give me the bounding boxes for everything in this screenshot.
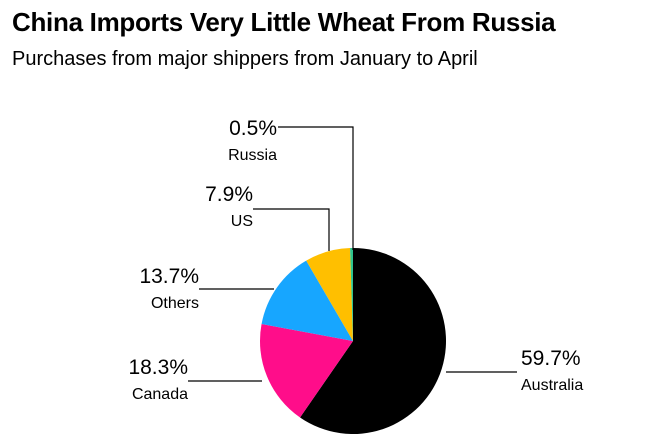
label-us-value: 7.9%: [205, 183, 253, 206]
pie-slice-us: [306, 248, 353, 341]
pie-slices: [259, 248, 447, 434]
leader-lines: [188, 126, 517, 382]
label-australia-value: 59.7%: [521, 347, 581, 370]
label-canada-value: 18.3%: [128, 356, 188, 379]
pie-slice-russia: [350, 248, 353, 341]
label-russia-value: 0.5%: [229, 117, 277, 140]
label-australia-name: Australia: [521, 377, 583, 394]
label-canada-name: Canada: [132, 386, 188, 403]
label-us-name: US: [231, 213, 253, 230]
pie-slice-others: [261, 260, 353, 341]
chart-title: China Imports Very Little Wheat From Rus…: [12, 7, 556, 37]
leader-line-russia: [278, 126, 354, 250]
pie-slice-canada: [259, 324, 353, 418]
label-others-value: 13.7%: [139, 265, 199, 288]
pie-slice-australia: [300, 248, 447, 434]
leader-line-us: [253, 208, 330, 251]
label-others-name: Others: [151, 295, 199, 312]
chart-subtitle: Purchases from major shippers from Janua…: [12, 48, 478, 70]
label-russia-name: Russia: [228, 147, 277, 164]
